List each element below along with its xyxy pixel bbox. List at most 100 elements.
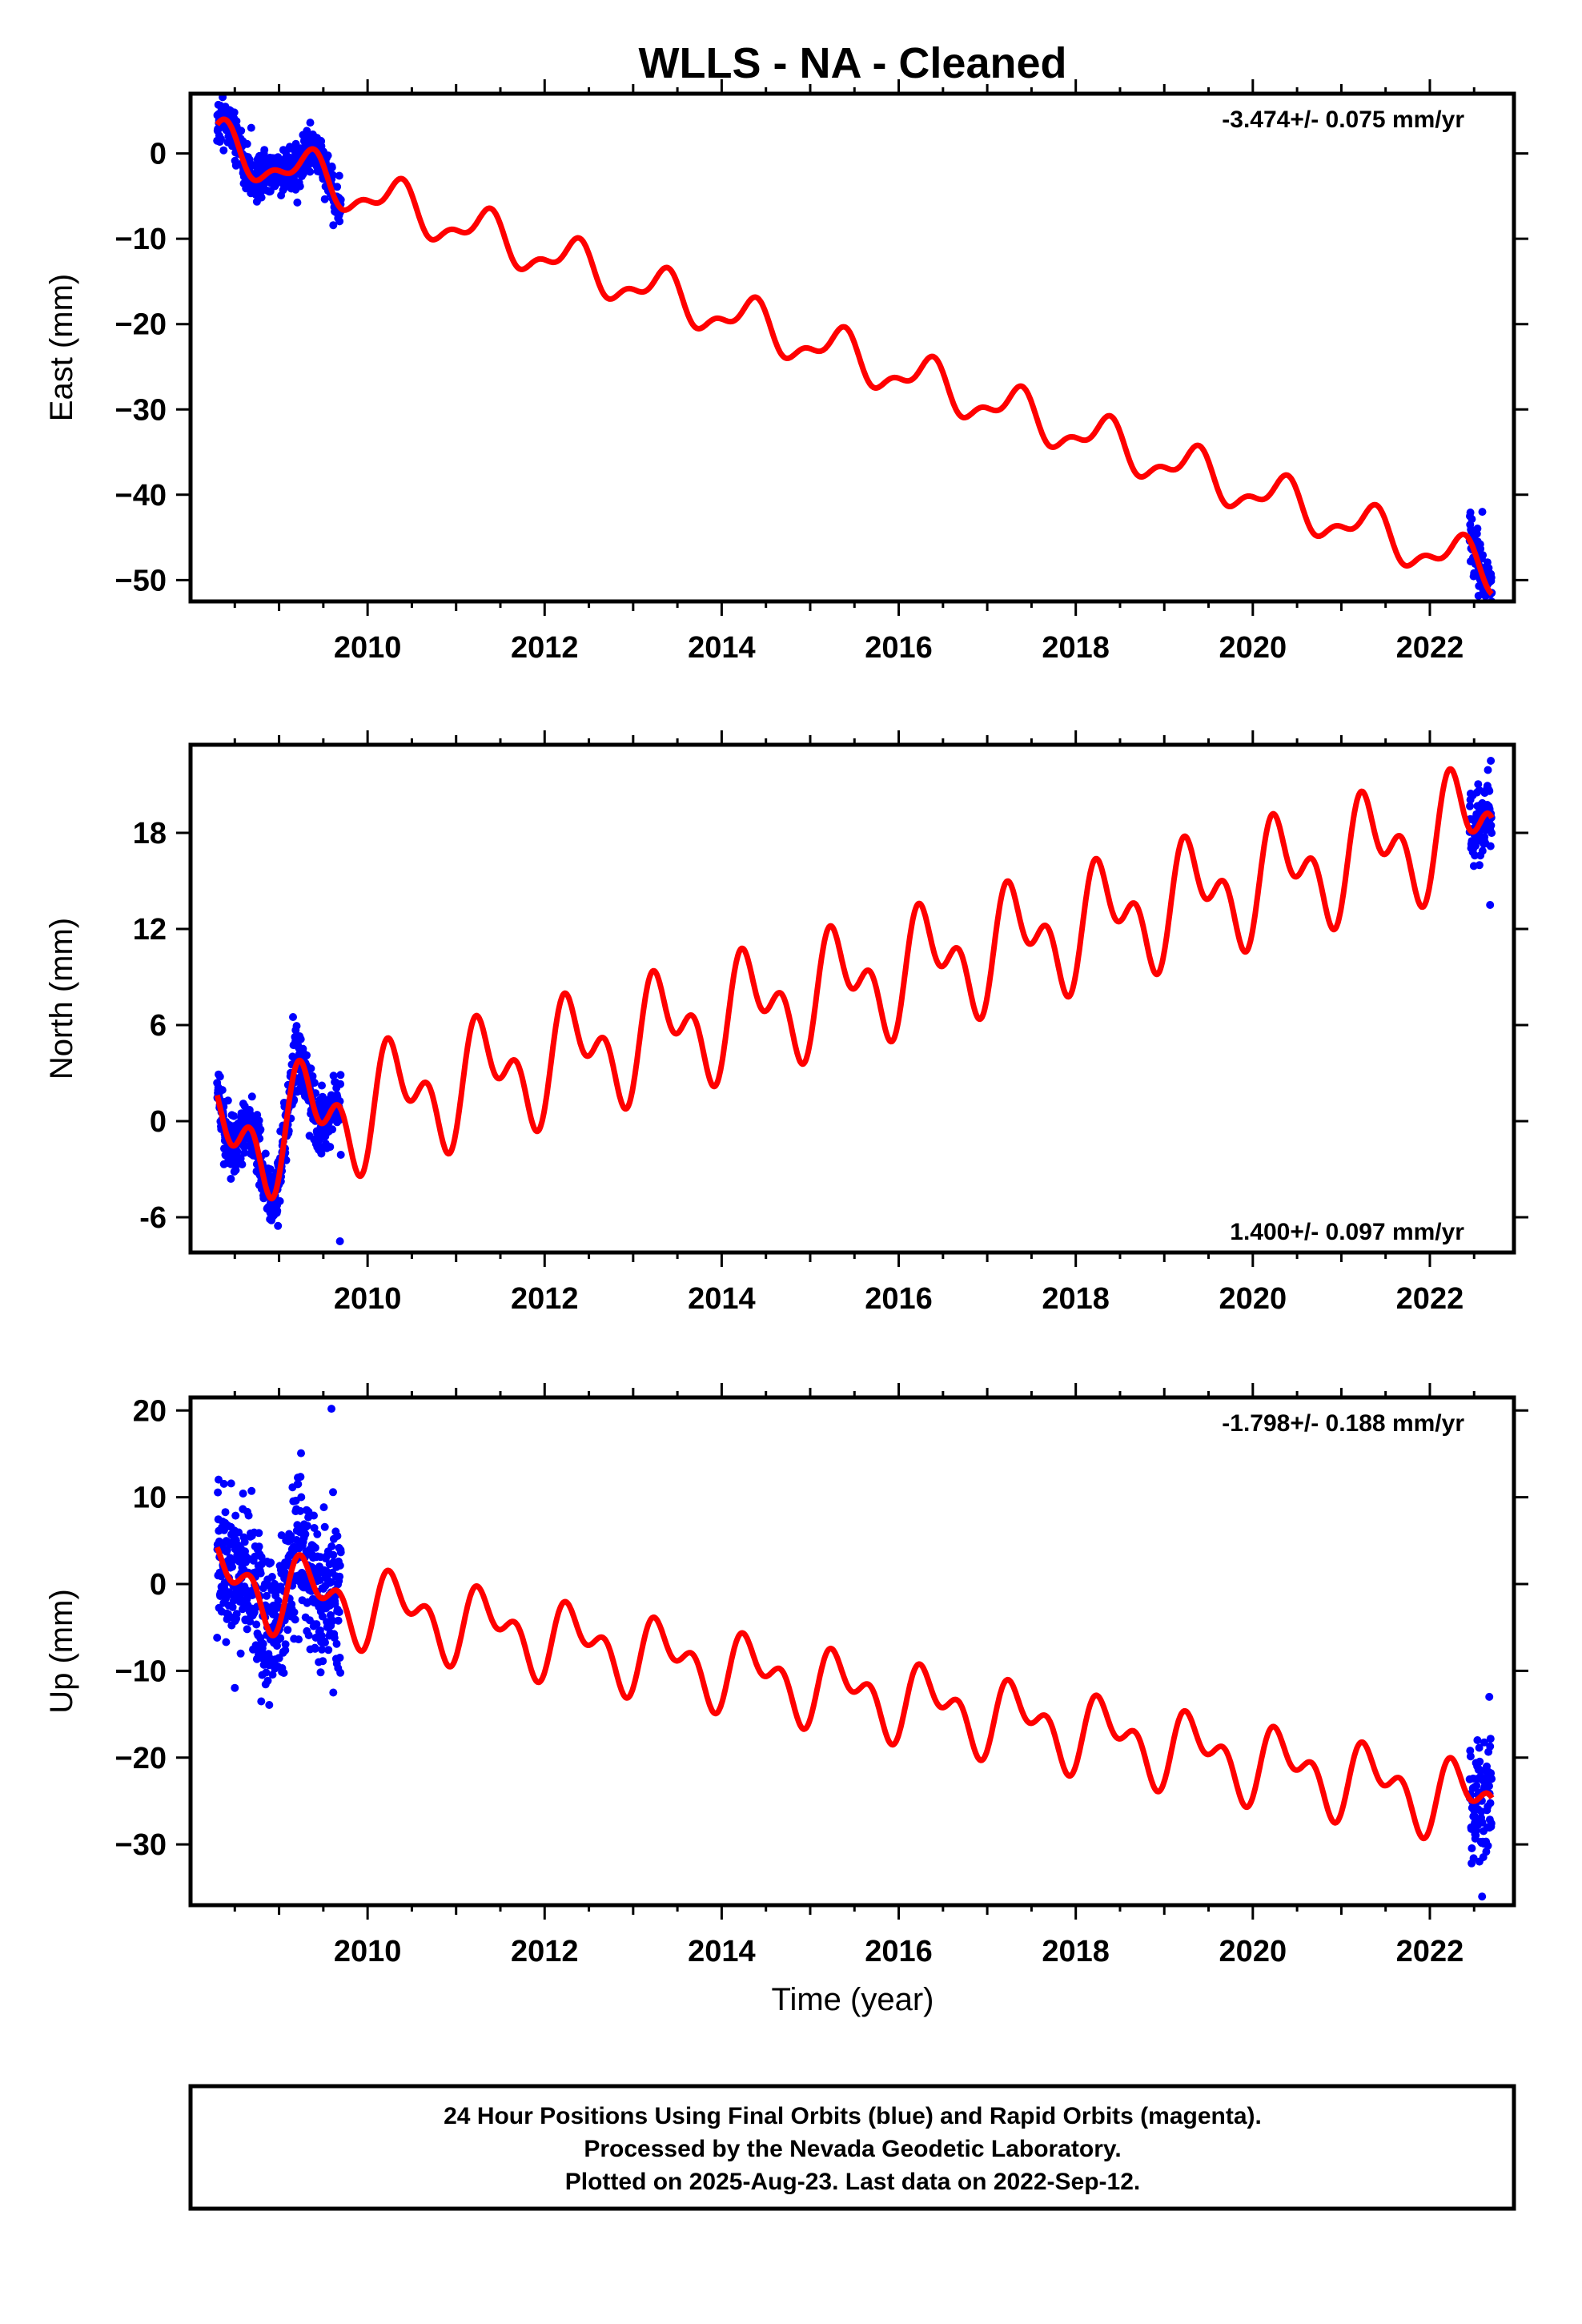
footer-line-2: Processed by the Nevada Geodetic Laborat… bbox=[584, 2136, 1121, 2162]
data-point bbox=[240, 1148, 249, 1157]
data-point bbox=[236, 1154, 245, 1163]
data-point bbox=[336, 1668, 345, 1677]
panel-frame-east bbox=[188, 91, 1516, 604]
data-point bbox=[326, 1143, 335, 1152]
data-point bbox=[217, 135, 225, 143]
panel-up: 2010 2012 2014 2016 2018 2020 202220100−10−20−… bbox=[44, 1383, 1528, 1968]
data-point bbox=[306, 119, 315, 127]
data-point bbox=[267, 1558, 275, 1567]
data-point bbox=[320, 1522, 329, 1531]
data-point bbox=[1478, 508, 1487, 517]
data-point bbox=[231, 1511, 240, 1520]
panel-east: 2010 2012 2014 2016 2018 2020 2022 0 −10 −20 −30 −4… bbox=[44, 79, 1528, 665]
data-point bbox=[295, 182, 304, 191]
x-tick-label: 2014 bbox=[688, 1282, 756, 1316]
data-point bbox=[1485, 786, 1494, 795]
data-point bbox=[217, 1572, 226, 1581]
data-point bbox=[329, 1688, 338, 1697]
data-point bbox=[1484, 1841, 1492, 1850]
data-point bbox=[259, 1639, 267, 1648]
data-point bbox=[335, 1654, 344, 1662]
data-point bbox=[329, 1550, 338, 1559]
data-point bbox=[1475, 861, 1484, 870]
x-tick-label: 2016 bbox=[865, 1935, 933, 1968]
data-point bbox=[1473, 1736, 1482, 1744]
y-tick-label: −20 bbox=[115, 308, 167, 342]
data-point bbox=[266, 1165, 275, 1174]
panel-frame-north bbox=[188, 742, 1516, 1255]
data-point bbox=[308, 1072, 317, 1080]
data-point bbox=[1488, 1775, 1496, 1783]
data-point bbox=[336, 1548, 345, 1557]
data-point bbox=[263, 1591, 271, 1600]
data-point bbox=[265, 1172, 273, 1180]
x-tick-label: 2020 bbox=[1219, 1282, 1287, 1316]
data-point bbox=[1487, 757, 1496, 765]
data-point bbox=[292, 1022, 301, 1031]
data-point bbox=[312, 1620, 321, 1629]
x-tick-label: 2012 bbox=[511, 631, 579, 665]
data-point bbox=[219, 1479, 228, 1488]
data-point bbox=[313, 1530, 322, 1538]
data-point bbox=[297, 1493, 306, 1502]
y-tick-label: 6 bbox=[150, 1009, 167, 1043]
data-point bbox=[1466, 802, 1474, 810]
data-point bbox=[306, 167, 315, 176]
data-point bbox=[303, 1051, 311, 1059]
data-point bbox=[295, 1635, 303, 1644]
data-point bbox=[335, 171, 343, 180]
model-line-up bbox=[214, 1546, 1495, 1842]
data-point bbox=[223, 1096, 232, 1105]
data-point bbox=[219, 146, 228, 155]
data-point bbox=[281, 1646, 290, 1655]
data-point bbox=[297, 1449, 305, 1458]
rate-annotation-north: 1.400+/- 0.097 mm/yr bbox=[1230, 1219, 1464, 1245]
data-point bbox=[1484, 564, 1493, 573]
data-point bbox=[333, 1532, 342, 1540]
data-point bbox=[293, 198, 302, 207]
data-point bbox=[320, 195, 329, 203]
data-point bbox=[1485, 1782, 1493, 1791]
data-point bbox=[240, 1538, 249, 1546]
panel-frame-up bbox=[188, 1395, 1516, 1908]
y-axis-label-north: North (mm) bbox=[44, 918, 79, 1080]
data-point bbox=[265, 1701, 274, 1709]
data-point bbox=[230, 1112, 239, 1120]
panel-north: 2010 2012 2014 2016 2018 2020 2022 18 12 6 0 -6 Nort… bbox=[44, 730, 1528, 1316]
data-point bbox=[310, 1079, 319, 1088]
data-point bbox=[1471, 851, 1480, 860]
y-axis-label-up: Up (mm) bbox=[44, 1589, 79, 1714]
data-point bbox=[248, 1591, 257, 1599]
data-point bbox=[1472, 1781, 1481, 1790]
rate-annotation-east: -3.474+/- 0.075 mm/yr bbox=[1222, 107, 1464, 133]
footer-line-3: Plotted on 2025-Aug-23. Last data on 202… bbox=[565, 2169, 1141, 2195]
data-point bbox=[263, 1676, 272, 1685]
data-point bbox=[327, 163, 336, 172]
data-point bbox=[296, 1473, 305, 1482]
data-point bbox=[268, 1671, 277, 1679]
data-point bbox=[1480, 833, 1489, 842]
data-point bbox=[247, 1092, 256, 1101]
data-point bbox=[332, 1639, 341, 1648]
data-point bbox=[1474, 780, 1483, 789]
data-point bbox=[1478, 846, 1487, 855]
x-tick-label: 2012 bbox=[511, 1282, 579, 1316]
data-point bbox=[324, 1646, 333, 1655]
data-point bbox=[239, 1490, 247, 1498]
x-tick-label: 2020 bbox=[1219, 1935, 1287, 1968]
y-tick-label: 10 bbox=[133, 1482, 167, 1515]
data-point bbox=[283, 1626, 292, 1634]
data-point bbox=[1479, 551, 1488, 560]
data-point bbox=[228, 1602, 237, 1611]
data-point bbox=[336, 1151, 345, 1159]
data-point bbox=[333, 183, 342, 191]
data-point bbox=[329, 1072, 338, 1080]
data-point bbox=[244, 1511, 253, 1520]
x-tick-label: 2018 bbox=[1042, 631, 1110, 665]
footer-box: 24 Hour Positions Using Final Orbits (bl… bbox=[188, 2084, 1516, 2211]
y-tick-label: −10 bbox=[115, 223, 167, 256]
data-point bbox=[255, 1529, 263, 1538]
data-point bbox=[1468, 515, 1476, 524]
data-point bbox=[267, 1573, 276, 1581]
